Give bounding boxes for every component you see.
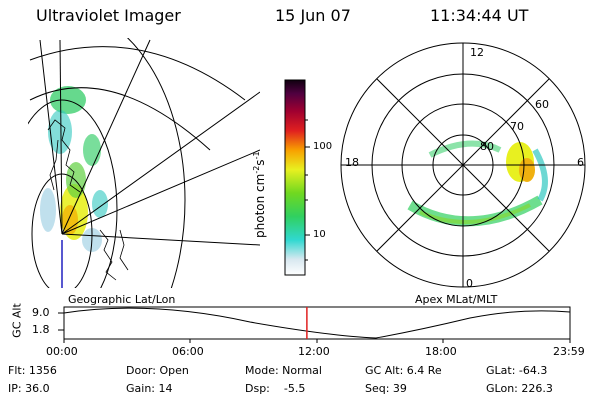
colorbar-unit-label: photon cm-2s-1: [252, 151, 267, 238]
status-gain: Gain: 14: [126, 382, 173, 395]
status-door: Door: Open: [126, 364, 189, 377]
status-flight: Flt: 1356: [8, 364, 57, 377]
lat-label-70: 70: [510, 120, 524, 133]
colorbar: [284, 79, 310, 276]
mlt-label-12: 12: [470, 46, 484, 59]
lat-label-80: 80: [480, 140, 494, 153]
geo-graticule: [28, 38, 260, 288]
xtick-0000: 00:00: [46, 345, 78, 358]
date-label: 15 Jun 07: [275, 6, 351, 25]
altitude-strip: [58, 306, 571, 343]
xtick-2359: 23:59: [553, 345, 585, 358]
status-ip: IP: 36.0: [8, 382, 50, 395]
status-dsp: Dsp: -5.5: [245, 382, 306, 395]
mlt-label-18: 18: [345, 156, 359, 169]
instrument-title: Ultraviolet Imager: [36, 6, 181, 25]
time-label: 11:34:44 UT: [430, 6, 529, 25]
geo-coastline: [47, 119, 129, 281]
status-gc-alt: GC Alt: 6.4 Re: [365, 364, 442, 377]
geographic-map: [28, 38, 260, 288]
xtick-1800: 18:00: [425, 345, 457, 358]
polar-aurora-emission: [407, 140, 548, 227]
xtick-1200: 12:00: [298, 345, 330, 358]
geo-aurora-emission: [40, 86, 108, 252]
mlt-label-0: 0: [466, 277, 473, 290]
status-seq: Seq: 39: [365, 382, 407, 395]
colorbar-tick-100: 100: [313, 141, 333, 152]
colorbar-tick-10: 10: [313, 229, 326, 240]
lat-label-60: 60: [535, 98, 549, 111]
polar-panel-caption: Apex MLat/MLT: [415, 293, 498, 306]
status-mode: Mode: Normal: [245, 364, 322, 377]
status-glat: GLat: -64.3: [486, 364, 548, 377]
geo-panel-caption: Geographic Lat/Lon: [68, 293, 176, 306]
altitude-ytick-high: 9.0: [32, 306, 50, 319]
status-glon: GLon: 226.3: [486, 382, 553, 395]
altitude-ytick-low: 1.8: [32, 323, 50, 336]
mlt-label-6: 6: [577, 156, 584, 169]
polar-plot: [340, 42, 586, 288]
xtick-0600: 06:00: [172, 345, 204, 358]
altitude-curve: [63, 307, 571, 339]
altitude-ylabel: GC Alt: [10, 303, 24, 338]
